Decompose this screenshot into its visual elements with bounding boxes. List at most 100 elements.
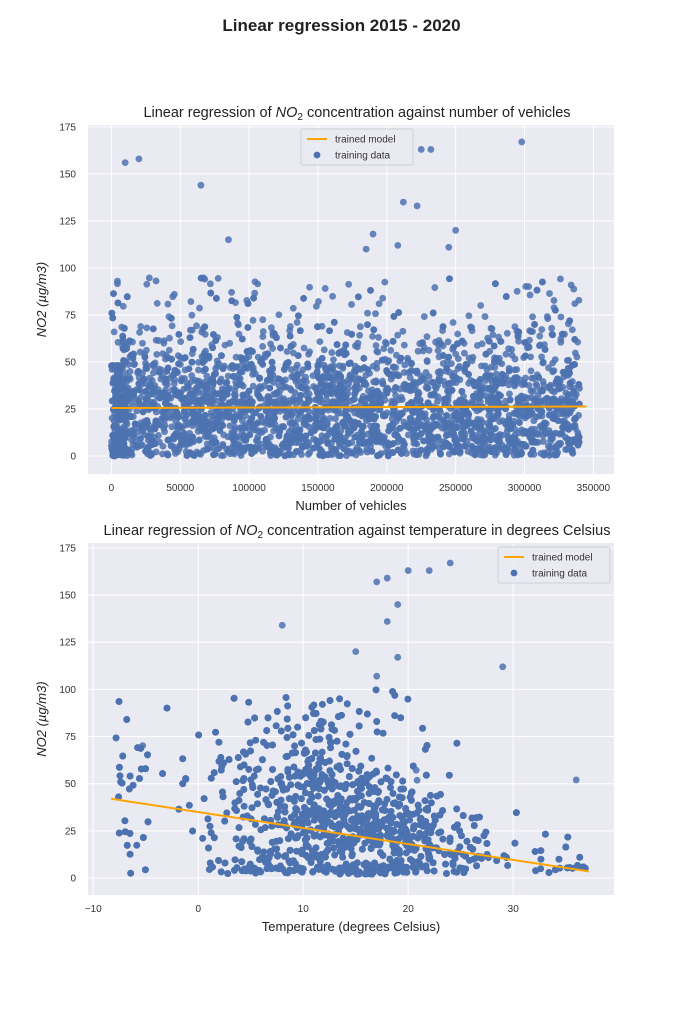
y-tick-label: 100 bbox=[59, 685, 76, 696]
data-point bbox=[257, 412, 265, 420]
data-point bbox=[348, 449, 356, 457]
data-point bbox=[521, 339, 529, 346]
data-point bbox=[448, 360, 455, 368]
data-point bbox=[263, 437, 271, 445]
data-point bbox=[270, 330, 278, 338]
data-point bbox=[471, 382, 478, 390]
data-point bbox=[168, 322, 176, 330]
data-point bbox=[458, 411, 466, 419]
data-point bbox=[188, 311, 196, 319]
data-point bbox=[119, 332, 127, 340]
data-point bbox=[299, 366, 307, 374]
x-tick-label: 300000 bbox=[508, 483, 542, 494]
data-point bbox=[286, 419, 294, 427]
data-point bbox=[251, 278, 259, 286]
data-point bbox=[184, 382, 192, 390]
data-point bbox=[177, 377, 185, 385]
data-point bbox=[415, 378, 423, 386]
data-point bbox=[109, 314, 117, 322]
data-point bbox=[210, 451, 217, 459]
data-point bbox=[536, 332, 544, 340]
data-point bbox=[406, 414, 414, 422]
data-point bbox=[214, 275, 222, 282]
data-point bbox=[278, 377, 286, 385]
data-point bbox=[464, 448, 472, 455]
data-point bbox=[266, 384, 274, 392]
data-point bbox=[186, 334, 194, 342]
y-tick-label: 25 bbox=[65, 404, 77, 415]
data-point bbox=[422, 425, 430, 433]
data-point bbox=[271, 450, 279, 458]
data-point bbox=[219, 365, 227, 372]
data-point bbox=[287, 386, 295, 394]
data-point bbox=[230, 373, 237, 380]
data-point bbox=[570, 285, 578, 293]
data-point bbox=[230, 430, 237, 438]
data-point bbox=[139, 408, 147, 416]
data-point bbox=[460, 349, 468, 357]
data-point bbox=[360, 354, 368, 362]
data-point bbox=[348, 330, 356, 338]
data-point bbox=[212, 337, 220, 344]
data-point bbox=[454, 330, 462, 338]
data-point bbox=[126, 375, 134, 383]
data-point bbox=[238, 356, 246, 364]
data-point bbox=[270, 414, 277, 422]
data-point bbox=[527, 450, 535, 458]
data-point bbox=[123, 345, 130, 353]
data-point bbox=[170, 290, 178, 298]
data-point bbox=[529, 328, 536, 335]
data-point bbox=[516, 404, 524, 412]
data-point bbox=[454, 355, 462, 363]
data-point bbox=[326, 450, 334, 458]
data-point bbox=[291, 427, 299, 435]
data-point bbox=[213, 407, 221, 415]
data-point bbox=[424, 448, 431, 455]
data-point bbox=[394, 331, 402, 339]
chart-1: 0 50000 100000 150000 200000 250000 300000 3500… bbox=[34, 105, 614, 513]
data-point bbox=[465, 312, 473, 320]
data-point bbox=[526, 291, 534, 299]
data-point bbox=[509, 421, 517, 428]
data-point bbox=[496, 418, 503, 426]
data-point bbox=[110, 328, 118, 336]
data-point bbox=[540, 438, 547, 445]
data-point bbox=[292, 421, 300, 429]
data-point bbox=[557, 275, 564, 283]
data-point bbox=[204, 445, 212, 453]
data-point bbox=[551, 356, 559, 364]
training-data-series bbox=[108, 138, 583, 460]
data-point bbox=[195, 419, 203, 427]
data-point bbox=[375, 451, 383, 459]
data-point bbox=[419, 375, 427, 382]
data-point bbox=[310, 435, 317, 443]
data-point bbox=[324, 439, 332, 447]
data-point bbox=[164, 364, 172, 372]
data-point bbox=[538, 408, 546, 416]
data-point bbox=[342, 341, 350, 349]
data-point bbox=[207, 289, 215, 297]
data-point bbox=[566, 317, 574, 325]
data-point bbox=[332, 415, 339, 423]
data-point bbox=[205, 352, 213, 360]
data-point bbox=[119, 379, 126, 387]
data-point bbox=[341, 422, 349, 430]
data-point bbox=[282, 413, 290, 421]
data-point bbox=[354, 343, 361, 351]
data-point bbox=[553, 451, 560, 459]
data-point bbox=[244, 300, 252, 307]
data-point bbox=[152, 408, 160, 416]
data-point bbox=[351, 383, 359, 391]
data-point bbox=[505, 416, 513, 424]
data-point bbox=[265, 394, 273, 402]
data-point bbox=[330, 356, 337, 364]
data-point bbox=[429, 309, 437, 317]
data-point bbox=[262, 407, 270, 415]
data-point bbox=[172, 430, 180, 438]
data-point bbox=[242, 436, 250, 444]
data-point bbox=[130, 431, 137, 439]
data-point bbox=[415, 410, 423, 418]
data-point bbox=[536, 342, 543, 350]
data-point bbox=[528, 409, 536, 417]
data-point bbox=[218, 395, 226, 403]
